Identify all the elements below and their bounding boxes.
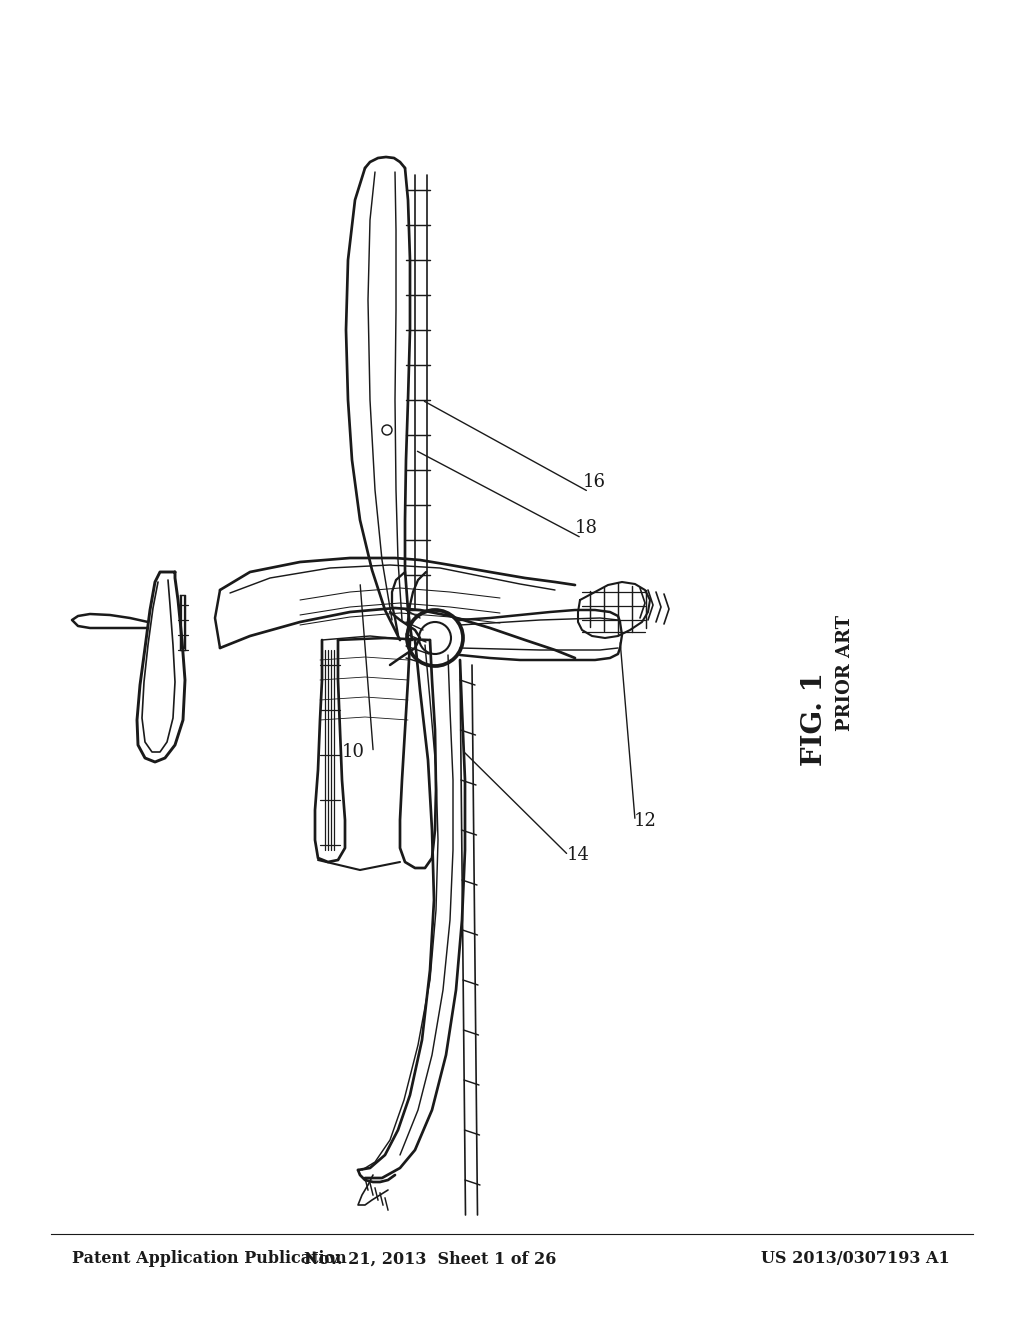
Text: 18: 18 <box>575 519 598 537</box>
Text: Patent Application Publication: Patent Application Publication <box>72 1250 347 1267</box>
Text: PRIOR ART: PRIOR ART <box>836 615 854 731</box>
Text: 10: 10 <box>342 743 365 762</box>
Text: 14: 14 <box>567 846 590 865</box>
Text: Nov. 21, 2013  Sheet 1 of 26: Nov. 21, 2013 Sheet 1 of 26 <box>304 1250 556 1267</box>
Text: US 2013/0307193 A1: US 2013/0307193 A1 <box>761 1250 950 1267</box>
Text: 12: 12 <box>634 812 656 830</box>
Text: 16: 16 <box>583 473 605 491</box>
Text: FIG. 1: FIG. 1 <box>801 672 827 767</box>
